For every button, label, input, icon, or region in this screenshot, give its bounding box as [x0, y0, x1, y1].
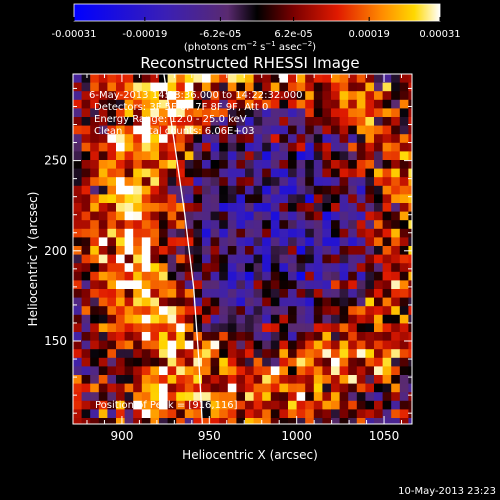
x-tick-label: 1000 — [281, 429, 312, 443]
colorbar-tick-label: 0.00031 — [419, 29, 460, 40]
colorbar-tick-label: 0.00019 — [348, 29, 389, 40]
x-tick-label: 900 — [110, 429, 133, 443]
footer-timestamp: 10-May-2013 23:23 — [398, 486, 496, 497]
colorbar-tick-label: -0.00031 — [52, 29, 97, 40]
colorbar-ticks: -0.00031 -0.00019 -6.2e-05 6.2e-05 0.00019 0.… — [52, 17, 461, 40]
chart-title: Reconstructed RHESSI Image — [140, 54, 359, 72]
colorbar-unit-label: (photons cm−2 s−1 asec−2) — [184, 40, 316, 53]
colorbar-tick-label: 6.2e-05 — [274, 29, 312, 40]
y-tick-label: 250 — [44, 154, 67, 168]
axis-ticks: 900 950 1000 1050 150 200 250 — [44, 74, 412, 443]
colorbar-tick-label: -0.00019 — [122, 29, 167, 40]
solar-limb-curve — [163, 74, 203, 424]
x-tick-label: 950 — [198, 429, 221, 443]
annotation-energy-range: Energy Range: 12.0 - 25.0 keV — [94, 114, 247, 125]
annotation-time-range: 6-May-2013 14:18:36.000 to 14:22:32.000 — [89, 90, 302, 101]
colorbar-tick-label: -6.2e-05 — [199, 29, 241, 40]
y-axis-label: Heliocentric Y (arcsec) — [26, 192, 40, 327]
annotation-detectors: Detectors: 3F 5F 6F 7F 8F 9F, Att 0 — [94, 102, 268, 113]
peak-position-label: Position of Peak = [916,116] — [95, 400, 238, 411]
y-tick-label: 150 — [44, 334, 67, 348]
annotation-block: 6-May-2013 14:18:36.000 to 14:22:32.000 … — [89, 90, 302, 137]
y-tick-label: 200 — [44, 244, 67, 258]
x-tick-label: 1050 — [369, 429, 400, 443]
colorbar — [73, 3, 441, 22]
heatmap-image — [73, 74, 412, 424]
plot-frame — [72, 73, 413, 425]
annotation-total-counts: Clean Total counts: 6.06E+03 — [94, 126, 254, 137]
x-axis-label: Heliocentric X (arcsec) — [182, 448, 318, 462]
